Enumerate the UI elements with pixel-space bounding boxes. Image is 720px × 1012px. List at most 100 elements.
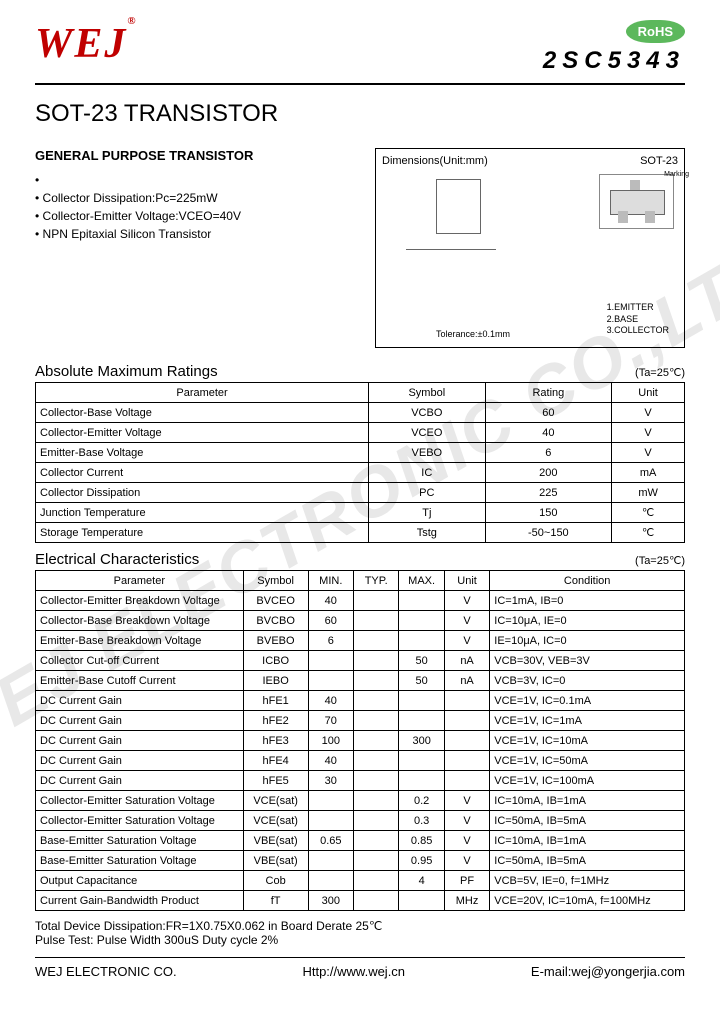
table-cell: Collector Cut-off Current (36, 651, 244, 671)
features: GENERAL PURPOSE TRANSISTOR Collector Dis… (35, 148, 360, 348)
table-cell (354, 671, 399, 691)
table-row: Collector-Emitter VoltageVCEO40V (36, 423, 685, 443)
table-cell (444, 711, 489, 731)
pin-list: 1.EMITTER 2.BASE 3.COLLECTOR (607, 302, 669, 337)
table-row: Collector CurrentIC200mA (36, 463, 685, 483)
table-cell: VCB=3V, IC=0 (490, 671, 685, 691)
table-cell (354, 871, 399, 891)
table-cell: 0.3 (399, 811, 444, 831)
table-row: Output CapacitanceCob4PFVCB=5V, IE=0, f=… (36, 871, 685, 891)
table-cell: hFE3 (243, 731, 308, 751)
table-row: Emitter-Base VoltageVEBO6V (36, 443, 685, 463)
table-cell: nA (444, 651, 489, 671)
table-cell: Collector-Emitter Breakdown Voltage (36, 591, 244, 611)
package-name: SOT-23 (640, 155, 678, 167)
table-cell: 6 (308, 631, 353, 651)
table-cell: mA (612, 463, 685, 483)
table-cell (354, 791, 399, 811)
table-cell: IC=10mA, IB=1mA (490, 831, 685, 851)
table-row: Base-Emitter Saturation VoltageVBE(sat)0… (36, 851, 685, 871)
table-cell: 40 (485, 423, 612, 443)
table-cell (444, 731, 489, 751)
table-cell (354, 851, 399, 871)
table-cell: Emitter-Base Voltage (36, 443, 369, 463)
table-row: DC Current GainhFE140VCE=1V, IC=0.1mA (36, 691, 685, 711)
table-cell: Junction Temperature (36, 503, 369, 523)
table-cell: VCEO (369, 423, 485, 443)
table-cell (399, 711, 444, 731)
table-cell (354, 591, 399, 611)
table-row: Storage TemperatureTstg-50~150℃ (36, 523, 685, 543)
table-cell: VCBO (369, 403, 485, 423)
table-cell: Current Gain-Bandwidth Product (36, 891, 244, 911)
table-cell: Tj (369, 503, 485, 523)
table-cell: Base-Emitter Saturation Voltage (36, 851, 244, 871)
table-cell: 60 (485, 403, 612, 423)
table-cell: DC Current Gain (36, 731, 244, 751)
table-row: Collector Cut-off CurrentICBO50nAVCB=30V… (36, 651, 685, 671)
table-cell: VCE=1V, IC=50mA (490, 751, 685, 771)
table-cell: VCE(sat) (243, 791, 308, 811)
table-cell: 30 (308, 771, 353, 791)
table-row: DC Current GainhFE3100300VCE=1V, IC=10mA (36, 731, 685, 751)
table-row: Collector DissipationPC225mW (36, 483, 685, 503)
table-cell: V (612, 443, 685, 463)
table-row: DC Current GainhFE530VCE=1V, IC=100mA (36, 771, 685, 791)
features-heading: GENERAL PURPOSE TRANSISTOR (35, 148, 360, 163)
table-cell: 6 (485, 443, 612, 463)
table-cell: Tstg (369, 523, 485, 543)
table-cell: VCB=30V, VEB=3V (490, 651, 685, 671)
table-cell: Output Capacitance (36, 871, 244, 891)
table-header: Symbol (243, 571, 308, 591)
table-row: Collector-Emitter Breakdown VoltageBVCEO… (36, 591, 685, 611)
table-cell: mW (612, 483, 685, 503)
table-cell: 0.95 (399, 851, 444, 871)
table-cell (354, 691, 399, 711)
table-cell: Collector-Emitter Saturation Voltage (36, 811, 244, 831)
table-cell: Collector-Base Breakdown Voltage (36, 611, 244, 631)
footer-email: E-mail:wej@yongerjia.com (531, 964, 685, 979)
footer-url: Http://www.wej.cn (302, 964, 405, 979)
table-cell: DC Current Gain (36, 691, 244, 711)
table-cell: IEBO (243, 671, 308, 691)
table-cell: 4 (399, 871, 444, 891)
table-cell: IC (369, 463, 485, 483)
table-cell: DC Current Gain (36, 771, 244, 791)
table-cell: -50~150 (485, 523, 612, 543)
table-cell (399, 771, 444, 791)
table-cell: BVCEO (243, 591, 308, 611)
table-cell: V (612, 423, 685, 443)
table-cell: 0.2 (399, 791, 444, 811)
table-cell: Collector Current (36, 463, 369, 483)
note-line: Pulse Test: Pulse Width 300uS Duty cycle… (35, 933, 685, 947)
table-cell: Emitter-Base Cutoff Current (36, 671, 244, 691)
table-cell: VCE=20V, IC=10mA, f=100MHz (490, 891, 685, 911)
table-cell: 100 (308, 731, 353, 751)
table-cell (308, 851, 353, 871)
table-cell: VEBO (369, 443, 485, 463)
page-title: SOT-23 TRANSISTOR (35, 100, 685, 128)
table-row: Base-Emitter Saturation VoltageVBE(sat)0… (36, 831, 685, 851)
table-cell: nA (444, 671, 489, 691)
table-cell: IC=1mA, IB=0 (490, 591, 685, 611)
table-cell: Cob (243, 871, 308, 891)
dim-label: Dimensions(Unit:mm) (382, 155, 488, 167)
table-header: Rating (485, 383, 612, 403)
table-cell (444, 751, 489, 771)
table-cell (399, 691, 444, 711)
table-cell (399, 751, 444, 771)
table-cell: VCE=1V, IC=100mA (490, 771, 685, 791)
table-cell: IC=50mA, IB=5mA (490, 811, 685, 831)
table-cell: VBE(sat) (243, 831, 308, 851)
footer: WEJ ELECTRONIC CO. Http://www.wej.cn E-m… (35, 957, 685, 979)
tolerance: Tolerance:±0.1mm (436, 329, 510, 339)
table-cell: hFE2 (243, 711, 308, 731)
table-cell: 200 (485, 463, 612, 483)
elec-title: Electrical Characteristics (35, 551, 199, 568)
table-row: Current Gain-Bandwidth ProductfT300MHzVC… (36, 891, 685, 911)
table-header: MIN. (308, 571, 353, 591)
table-cell (354, 711, 399, 731)
table-cell: IE=10μA, IC=0 (490, 631, 685, 651)
table-cell: DC Current Gain (36, 711, 244, 731)
header: WEJ® RoHS 2SC5343 (35, 20, 685, 85)
